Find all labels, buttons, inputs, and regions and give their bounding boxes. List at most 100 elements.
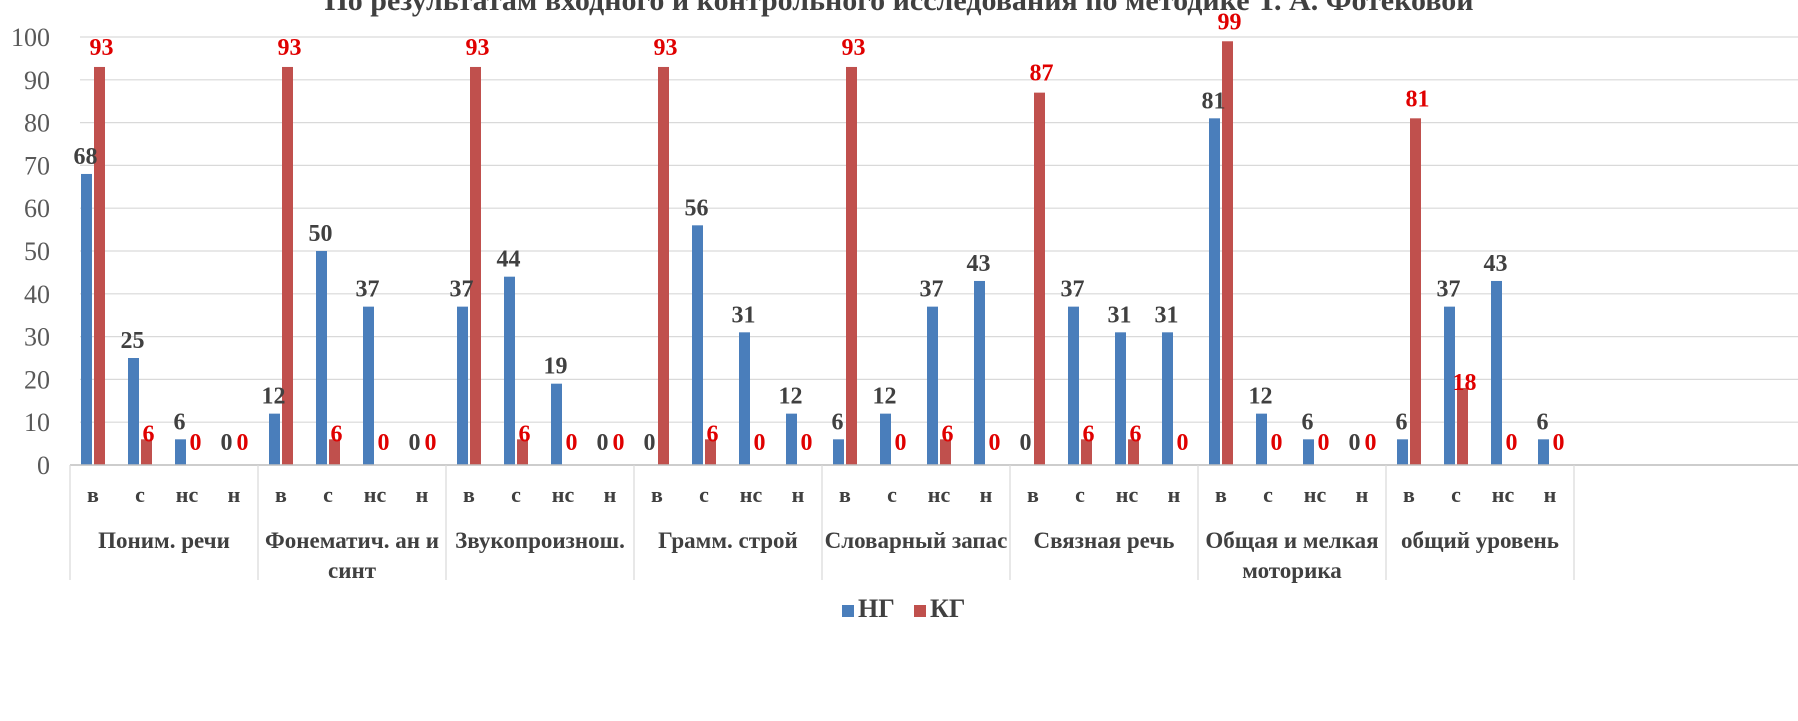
data-label-kg: 6 bbox=[331, 421, 343, 447]
bar-ng bbox=[692, 225, 703, 465]
bar-kg bbox=[470, 66, 481, 466]
bar-ng bbox=[739, 332, 750, 465]
legend: НГ КГ bbox=[842, 594, 965, 623]
data-label-kg: 0 bbox=[1177, 430, 1189, 456]
data-label-kg: 0 bbox=[613, 430, 625, 456]
bar-ng bbox=[1538, 439, 1549, 465]
chart-title: По результатам входного и контрольного и… bbox=[324, 0, 1473, 17]
data-label-ng: 12 bbox=[1249, 384, 1273, 410]
data-label-kg: 0 bbox=[566, 430, 578, 456]
subcategory-label: в bbox=[463, 482, 475, 507]
group-label: Словарный запас bbox=[825, 528, 1008, 553]
subcategory-label: с bbox=[323, 482, 333, 507]
bar-kg bbox=[940, 439, 951, 465]
subcategory-label: нс bbox=[1304, 482, 1327, 507]
bar-ng bbox=[269, 413, 280, 465]
subcategory-label: в bbox=[1027, 482, 1039, 507]
data-label-ng: 44 bbox=[497, 247, 521, 273]
bar-ng bbox=[316, 251, 327, 465]
y-tick-label: 30 bbox=[24, 323, 50, 352]
data-label-ng: 43 bbox=[967, 251, 991, 277]
data-label-kg: 0 bbox=[378, 430, 390, 456]
subcategory-label: в bbox=[651, 482, 663, 507]
bar-ng bbox=[1162, 332, 1173, 465]
bar-kg bbox=[1457, 387, 1468, 465]
data-label-kg: 6 bbox=[143, 421, 155, 447]
data-label-kg: 6 bbox=[707, 421, 719, 447]
subcategory-label: с bbox=[1451, 482, 1461, 507]
bar-ng bbox=[880, 413, 891, 465]
data-label-ng: 43 bbox=[1484, 251, 1508, 277]
subcategory-label: с bbox=[135, 482, 145, 507]
data-label-ng: 31 bbox=[1155, 302, 1179, 328]
data-label-ng: 6 bbox=[1302, 409, 1314, 435]
bar-kg bbox=[94, 66, 105, 466]
data-label-ng: 19 bbox=[544, 354, 568, 380]
data-label-ng: 37 bbox=[356, 277, 380, 303]
bar-ng bbox=[786, 413, 797, 465]
data-label-kg: 6 bbox=[519, 421, 531, 447]
data-label-kg: 0 bbox=[1506, 430, 1518, 456]
bar-ng bbox=[1209, 118, 1220, 465]
group-label: Общая и мелкая bbox=[1205, 528, 1378, 553]
data-label-kg: 0 bbox=[1553, 430, 1565, 456]
y-tick-label: 50 bbox=[24, 237, 50, 266]
data-label-ng: 31 bbox=[1108, 302, 1132, 328]
data-label-ng: 12 bbox=[873, 384, 897, 410]
data-label-kg: 18 bbox=[1453, 370, 1477, 396]
bar-kg bbox=[1410, 118, 1421, 465]
y-tick-label: 20 bbox=[24, 365, 50, 394]
data-label-ng: 0 bbox=[644, 430, 656, 456]
y-tick-label: 40 bbox=[24, 280, 50, 309]
data-label-ng: 0 bbox=[1349, 430, 1361, 456]
data-label-kg: 93 bbox=[654, 35, 678, 61]
data-label-ng: 12 bbox=[779, 384, 803, 410]
subcategory-label: нс bbox=[552, 482, 575, 507]
subcategory-label: н bbox=[1168, 482, 1181, 507]
group-label: Грамм. строй bbox=[658, 528, 798, 553]
data-label-ng: 31 bbox=[732, 302, 756, 328]
y-tick-label: 60 bbox=[24, 194, 50, 223]
data-label-ng: 81 bbox=[1202, 88, 1226, 114]
data-label-ng: 6 bbox=[174, 409, 186, 435]
legend-swatch bbox=[914, 605, 926, 617]
data-label-ng: 6 bbox=[832, 409, 844, 435]
subcategory-label: в bbox=[87, 482, 99, 507]
data-label-ng: 0 bbox=[1020, 430, 1032, 456]
bar-ng bbox=[1491, 280, 1502, 465]
bar-ng bbox=[175, 439, 186, 465]
data-label-ng: 37 bbox=[1061, 277, 1085, 303]
bar-ng bbox=[128, 358, 139, 465]
bar-ng bbox=[81, 173, 92, 465]
subcategory-label: в bbox=[1215, 482, 1227, 507]
bar-ng bbox=[363, 306, 374, 465]
data-label-ng: 68 bbox=[74, 144, 98, 170]
data-label-kg: 6 bbox=[942, 421, 954, 447]
bar-ng bbox=[927, 306, 938, 465]
subcategory-label: н bbox=[604, 482, 617, 507]
y-tick-label: 100 bbox=[11, 23, 50, 52]
subcategory-label: н bbox=[980, 482, 993, 507]
subcategory-label: н bbox=[416, 482, 429, 507]
bar-kg bbox=[705, 439, 716, 465]
bar-ng bbox=[1115, 332, 1126, 465]
data-label-kg: 87 bbox=[1030, 61, 1054, 87]
subcategory-label: с bbox=[887, 482, 897, 507]
data-label-kg: 6 bbox=[1130, 421, 1142, 447]
bar-ng bbox=[833, 439, 844, 465]
subcategory-label: н bbox=[228, 482, 241, 507]
subcategory-label: в bbox=[275, 482, 287, 507]
bar-kg bbox=[846, 66, 857, 466]
bar-kg bbox=[329, 439, 340, 465]
y-tick-label: 70 bbox=[24, 151, 50, 180]
data-label-kg: 0 bbox=[1271, 430, 1283, 456]
data-label-ng: 25 bbox=[121, 328, 145, 354]
data-label-kg: 93 bbox=[842, 35, 866, 61]
subcategory-label: нс bbox=[176, 482, 199, 507]
subcategory-label: нс bbox=[740, 482, 763, 507]
bar-kg bbox=[1222, 41, 1233, 465]
data-label-ng: 50 bbox=[309, 221, 333, 247]
data-label-ng: 37 bbox=[1437, 277, 1461, 303]
subcategory-label: н bbox=[1356, 482, 1369, 507]
data-label-ng: 6 bbox=[1396, 409, 1408, 435]
